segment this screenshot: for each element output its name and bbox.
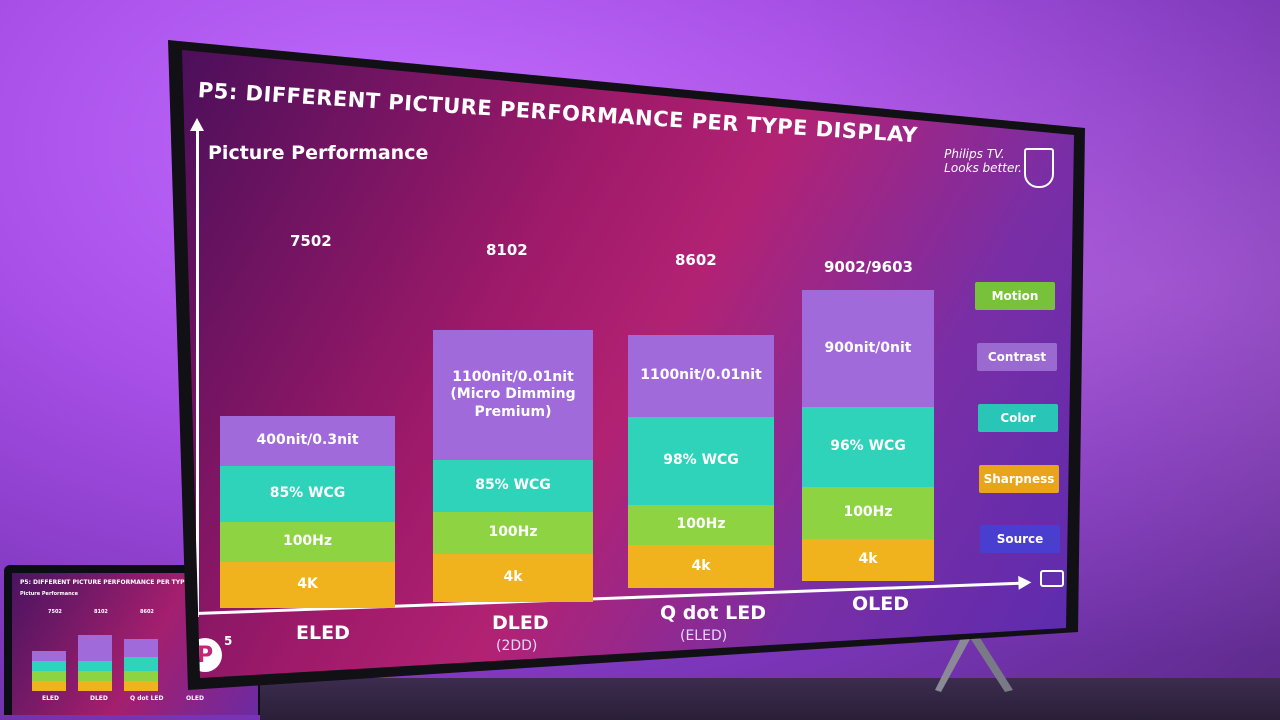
color-segment: 96% WCG bbox=[802, 407, 934, 487]
motion-segment: 4K bbox=[220, 562, 395, 608]
motion-segment: 4k bbox=[802, 539, 934, 581]
model-label: 9002/9603 bbox=[824, 258, 913, 276]
category-sublabel: (2DD) bbox=[496, 638, 538, 654]
laptop-category-label: OLED bbox=[186, 695, 205, 702]
legend-contrast: Contrast bbox=[977, 343, 1057, 371]
color-segment: 85% WCG bbox=[220, 466, 395, 522]
category-label: OLED bbox=[852, 593, 910, 615]
sharpness-segment: 100Hz bbox=[628, 505, 774, 545]
contrast-segment: 1100nit/0.01nit bbox=[628, 335, 774, 417]
tv-stand bbox=[935, 630, 1013, 692]
sharpness-segment: 100Hz bbox=[802, 487, 934, 539]
p5-logo-letter: P bbox=[196, 642, 214, 668]
contrast-segment: 900nit/0nit bbox=[802, 290, 934, 407]
category-label: Q dot LED bbox=[660, 602, 766, 624]
motion-segment: 4k bbox=[433, 554, 593, 602]
sharpness-segment: 100Hz bbox=[433, 512, 593, 554]
category-label: DLED bbox=[492, 612, 549, 634]
motion-segment: 4k bbox=[628, 545, 774, 588]
laptop-bar bbox=[124, 639, 158, 691]
color-segment: 85% WCG bbox=[433, 460, 593, 512]
laptop-model-label: 8102 bbox=[94, 609, 108, 615]
legend-color: Color bbox=[978, 404, 1058, 432]
tv-cabinet bbox=[260, 678, 1280, 720]
tagline-line-2: Looks better. bbox=[944, 160, 1022, 175]
legend-source: Source bbox=[980, 525, 1060, 553]
laptop-category-label: DLED bbox=[90, 695, 108, 702]
sharpness-segment: 100Hz bbox=[220, 522, 395, 562]
tv-screen: P5: DIFFERENT PICTURE PERFORMANCE PER TY… bbox=[182, 50, 1074, 678]
laptop-bar bbox=[78, 635, 112, 691]
p5-logo-number: 5 bbox=[224, 634, 233, 648]
model-label: 8602 bbox=[675, 251, 717, 269]
model-label: 7502 bbox=[290, 232, 332, 250]
contrast-segment: 400nit/0.3nit bbox=[220, 416, 395, 466]
model-label: 8102 bbox=[486, 241, 528, 259]
laptop-model-label: 7502 bbox=[48, 609, 62, 615]
color-segment: 98% WCG bbox=[628, 417, 774, 505]
category-label: ELED bbox=[296, 622, 350, 644]
laptop-slide-title: P5: DIFFERENT PICTURE PERFORMANCE PER TY… bbox=[20, 579, 219, 586]
tv-icon bbox=[1040, 570, 1064, 587]
legend-motion: Motion bbox=[975, 282, 1055, 310]
laptop-y-axis-label: Picture Performance bbox=[20, 591, 78, 597]
philips-tagline: Philips TV. Looks better. bbox=[944, 147, 1022, 176]
y-axis-label: Picture Performance bbox=[208, 142, 429, 164]
laptop-bar bbox=[32, 651, 66, 691]
laptop-category-label: ELED bbox=[42, 695, 60, 702]
contrast-segment: 1100nit/0.01nit (Micro Dimming Premium) bbox=[433, 330, 593, 460]
laptop-category-label: Q dot LED bbox=[130, 695, 164, 702]
laptop-model-label: 8602 bbox=[140, 609, 154, 615]
philips-shield-logo bbox=[1024, 148, 1054, 188]
y-axis-arrow bbox=[190, 118, 204, 617]
category-sublabel: (ELED) bbox=[680, 628, 728, 644]
tagline-line-1: Philips TV. bbox=[944, 147, 1005, 161]
legend-sharpness: Sharpness bbox=[979, 465, 1059, 493]
